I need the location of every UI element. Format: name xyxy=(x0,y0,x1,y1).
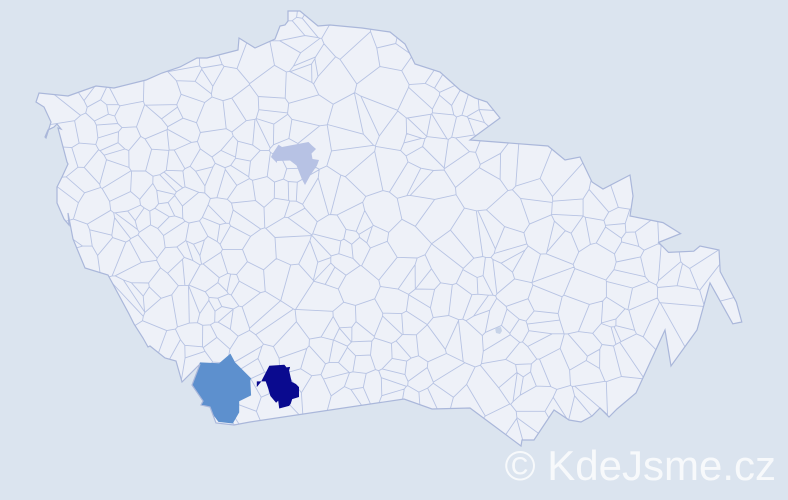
svg-text:© KdeJsme.cz: © KdeJsme.cz xyxy=(505,442,776,489)
